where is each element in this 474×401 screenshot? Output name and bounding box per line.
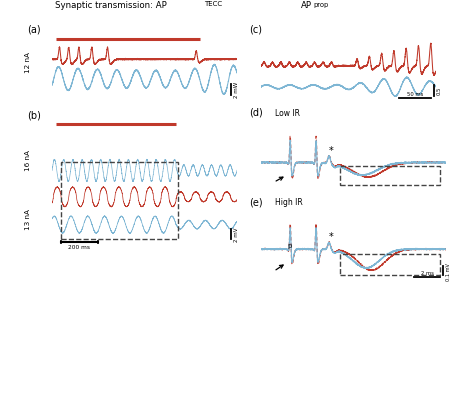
Text: High IR: High IR (275, 197, 303, 206)
Text: 2 mV: 2 mV (234, 227, 239, 242)
Text: prop: prop (314, 2, 329, 8)
Text: 2 ms: 2 ms (420, 270, 434, 275)
Text: TECC: TECC (204, 1, 222, 7)
Text: 2 mW: 2 mW (234, 82, 239, 98)
Text: (e): (e) (249, 197, 263, 207)
Text: *: * (328, 232, 333, 242)
Text: 0.5: 0.5 (437, 87, 442, 95)
Bar (340, 255, 440, 275)
Text: (d): (d) (249, 107, 263, 117)
Text: (b): (b) (27, 110, 41, 120)
Text: 13 nA: 13 nA (26, 208, 31, 229)
Text: *: * (328, 146, 333, 156)
Text: 12 nA: 12 nA (26, 52, 31, 73)
Text: AP: AP (301, 1, 312, 10)
Text: (a): (a) (27, 24, 41, 34)
Bar (61, 163, 178, 240)
Bar (340, 166, 440, 185)
Text: Synaptic transmission: AP: Synaptic transmission: AP (55, 1, 166, 10)
Text: (c): (c) (249, 24, 262, 34)
Text: 16 nA: 16 nA (26, 150, 31, 171)
Text: Low IR: Low IR (275, 108, 300, 117)
Text: p: p (287, 242, 292, 248)
Text: 50 ms: 50 ms (407, 92, 423, 97)
Text: 0.1 mV: 0.1 mV (447, 262, 451, 280)
Text: 200 ms: 200 ms (69, 245, 91, 250)
